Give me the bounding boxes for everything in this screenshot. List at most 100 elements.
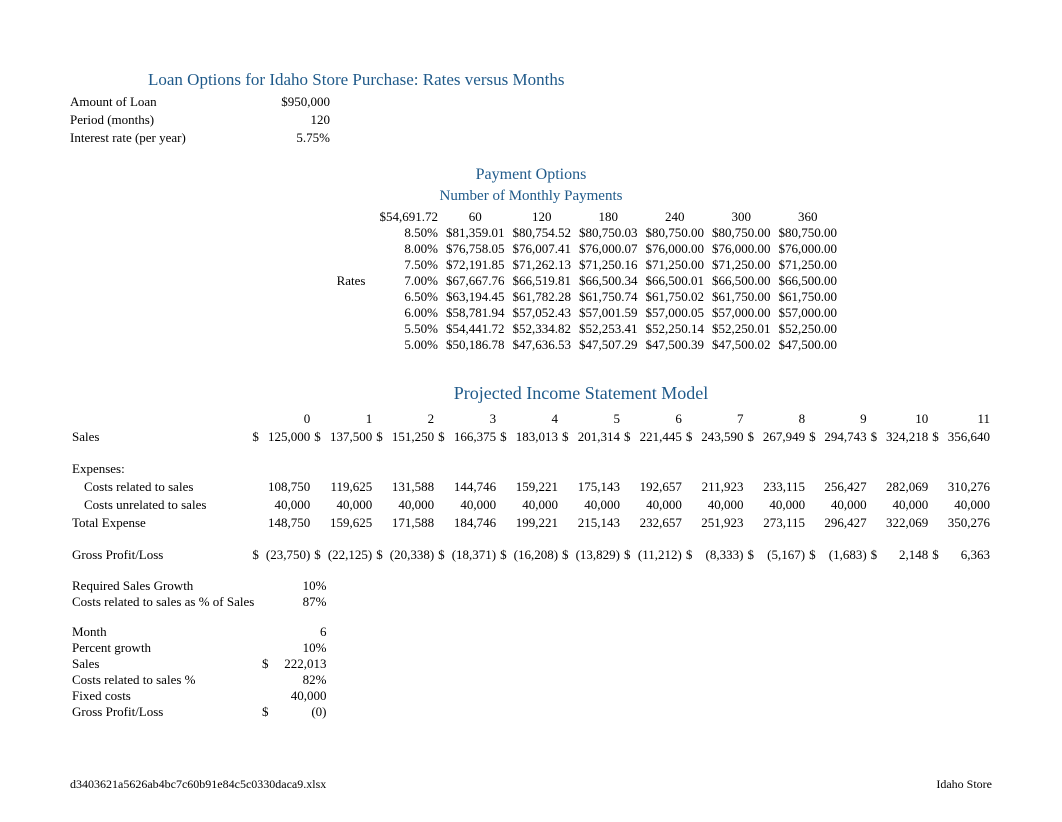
- income-costs-unrelated-value: 40,000: [261, 496, 312, 514]
- income-total-expense-value: 199,221: [509, 514, 560, 532]
- loan-table-cell: $66,500.00: [775, 273, 842, 289]
- income-sales-value: 125,000: [261, 428, 312, 446]
- loan-table-cell: $71,250.16: [575, 257, 642, 273]
- income-gross-profit-value: (16,208): [509, 546, 560, 564]
- income-total-expense-value: 148,750: [261, 514, 312, 532]
- income-costs-related-value: 131,588: [385, 478, 436, 496]
- income-gross-profit-value: (13,829): [571, 546, 622, 564]
- summary-month-label: Month: [70, 624, 260, 640]
- loan-table-cell: $76,000.00: [775, 241, 842, 257]
- loan-table-cell: $80,750.00: [642, 225, 709, 241]
- loan-table-rate: 8.00%: [376, 241, 443, 257]
- loan-table-cell: $58,781.94: [442, 305, 509, 321]
- income-costs-unrelated-value: 40,000: [756, 496, 807, 514]
- loan-table-cell: $72,191.85: [442, 257, 509, 273]
- income-gross-profit-value: (18,371): [447, 546, 498, 564]
- loan-table-cell: $63,194.45: [442, 289, 509, 305]
- income-costs-unrelated-value: 40,000: [323, 496, 374, 514]
- info-period-value: 120: [270, 112, 330, 128]
- loan-table-cell: $54,441.72: [442, 321, 509, 337]
- income-total-expense-value: 171,588: [385, 514, 436, 532]
- income-sales-value: 267,949: [756, 428, 807, 446]
- loan-table-cell: $47,500.02: [708, 337, 775, 353]
- income-total-expense-value: 215,143: [571, 514, 622, 532]
- income-blank: [70, 410, 250, 428]
- income-costs-related-value: 144,746: [447, 478, 498, 496]
- income-gross-profit-value: (22,125): [323, 546, 374, 564]
- income-total-expense-value: 273,115: [756, 514, 807, 532]
- income-period: 3: [447, 410, 498, 428]
- income-total-expense-label: Total Expense: [70, 514, 250, 532]
- loan-table-cell: $71,250.00: [775, 257, 842, 273]
- income-period: 1: [323, 410, 374, 428]
- income-gross-profit-value: (20,338): [385, 546, 436, 564]
- income-period: 11: [941, 410, 992, 428]
- summary-table: Required Sales Growth 10% Costs related to…: [70, 578, 329, 720]
- loan-rates-table: $54,691.72601201802403003608.50%$81,359.…: [376, 209, 842, 353]
- loan-table-cell: $71,250.00: [642, 257, 709, 273]
- income-costs-related-value: 175,143: [571, 478, 622, 496]
- income-costs-related-value: 310,276: [941, 478, 992, 496]
- summary-gap1-label: [70, 610, 260, 624]
- income-costs-unrelated-value: 40,000: [385, 496, 436, 514]
- loan-table-cell: $66,500.00: [708, 273, 775, 289]
- income-sales-value: 151,250: [385, 428, 436, 446]
- loan-table-cell: $81,359.01: [442, 225, 509, 241]
- loan-table-month-header: 240: [642, 209, 709, 225]
- income-sales-value: 243,590: [694, 428, 745, 446]
- summary-sales-value: 222,013: [271, 656, 329, 672]
- footer: d3403621a5626ab4bc7c60b91e84c5c0330daca9…: [70, 777, 992, 792]
- loan-table-cell: $80,750.00: [708, 225, 775, 241]
- loan-table-cell: $71,262.13: [509, 257, 576, 273]
- income-sales-value: 166,375: [447, 428, 498, 446]
- income-costs-unrelated-value: 40,000: [879, 496, 930, 514]
- summary-gap1-value: [271, 610, 329, 624]
- loan-table-rate: 6.50%: [376, 289, 443, 305]
- loan-table-cell: $76,000.07: [575, 241, 642, 257]
- income-costs-related-value: 159,221: [509, 478, 560, 496]
- income-period: 5: [571, 410, 622, 428]
- loan-table-month-header: 180: [575, 209, 642, 225]
- loan-table-rate: 5.00%: [376, 337, 443, 353]
- income-total-expense-value: 350,276: [941, 514, 992, 532]
- summary-percent-growth-label: Percent growth: [70, 640, 260, 656]
- loan-table-month-header: 120: [509, 209, 576, 225]
- income-period: 6: [632, 410, 683, 428]
- summary-costs-pct-label: Costs related to sales as % of Sales: [70, 594, 260, 610]
- income-sales-value: 201,314: [571, 428, 622, 446]
- income-gross-profit-label: Gross Profit/Loss: [70, 546, 250, 564]
- loan-table-cell: $66,500.01: [642, 273, 709, 289]
- income-sales-value: 294,743: [818, 428, 869, 446]
- loan-table-cell: $57,000.00: [708, 305, 775, 321]
- loan-table-rate: 5.50%: [376, 321, 443, 337]
- income-sales-value: 221,445: [632, 428, 683, 446]
- loan-table-cell: $50,186.78: [442, 337, 509, 353]
- summary-costs-related-pct-label: Costs related to sales %: [70, 672, 260, 688]
- summary-fixed-costs-value: 40,000: [271, 688, 329, 704]
- summary-fixed-costs-label: Fixed costs: [70, 688, 260, 704]
- income-costs-related-value: 233,115: [756, 478, 807, 496]
- loan-table-month-header: 60: [442, 209, 509, 225]
- loan-table-cell: $57,000.00: [775, 305, 842, 321]
- income-costs-unrelated-value: 40,000: [509, 496, 560, 514]
- income-costs-unrelated-value: 40,000: [694, 496, 745, 514]
- document-title: Loan Options for Idaho Store Purchase: R…: [148, 70, 992, 90]
- income-period: 10: [879, 410, 930, 428]
- income-sales-value: 324,218: [879, 428, 930, 446]
- loan-table-cell: $61,750.00: [708, 289, 775, 305]
- summary-required-growth-label: Required Sales Growth: [70, 578, 260, 594]
- income-total-expense-value: 251,923: [694, 514, 745, 532]
- income-period: 2: [385, 410, 436, 428]
- income-gross-profit-value: (5,167): [756, 546, 807, 564]
- income-gross-profit-value: (1,683): [818, 546, 869, 564]
- income-costs-related-value: 108,750: [261, 478, 312, 496]
- footer-sheetname: Idaho Store: [936, 777, 992, 792]
- loan-table-cell: $57,052.43: [509, 305, 576, 321]
- loan-table-cell: $61,782.28: [509, 289, 576, 305]
- summary-costs-pct-value: 87%: [271, 594, 329, 610]
- summary-required-growth-value: 10%: [271, 578, 329, 594]
- loan-table-cell: $76,000.00: [642, 241, 709, 257]
- income-period: 7: [694, 410, 745, 428]
- summary-month-value: 6: [271, 624, 329, 640]
- loan-table-rate: 6.00%: [376, 305, 443, 321]
